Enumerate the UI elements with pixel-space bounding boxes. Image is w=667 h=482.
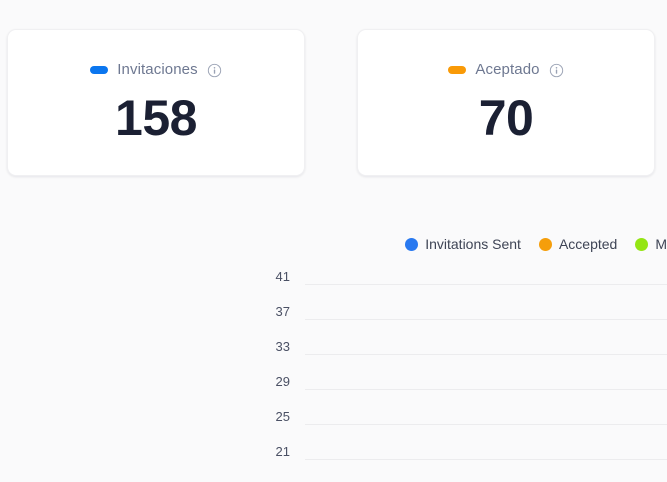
legend-item-third-clipped[interactable]: M <box>635 236 667 253</box>
legend-item-accepted[interactable]: Accepted <box>538 235 618 253</box>
info-icon[interactable] <box>207 63 222 78</box>
y-axis-tick-label: 29 <box>275 374 290 389</box>
blue-dot-icon <box>405 237 419 251</box>
y-axis-tick-label: 37 <box>275 304 290 319</box>
stat-card-invitaciones[interactable]: Invitaciones 158 <box>7 29 305 176</box>
chart-gridline-row: 21 <box>0 444 667 460</box>
gridline <box>305 284 667 285</box>
gridline <box>305 459 667 460</box>
blue-pill-marker <box>90 66 109 74</box>
y-axis-tick-label: 25 <box>275 409 290 424</box>
chart-block: Invitations Sent Accepted M 41 37 33 <box>0 205 667 482</box>
y-axis-tick-label: 21 <box>275 444 290 459</box>
chart-gridline-row: 25 <box>0 409 667 425</box>
stat-card-header: Invitaciones <box>90 60 221 80</box>
legend-item-label: Invitations Sent <box>425 235 521 252</box>
legend-item-invitations-sent[interactable]: Invitations Sent <box>405 236 521 253</box>
info-icon[interactable] <box>549 63 564 78</box>
gridline <box>305 424 667 425</box>
gridline <box>305 319 667 320</box>
legend-item-label: Accepted <box>558 235 618 252</box>
chart-gridline-row: 41 <box>0 269 667 285</box>
orange-pill-marker <box>448 66 467 74</box>
chart-plot-area: 41 37 33 29 25 21 <box>0 265 667 482</box>
y-axis-tick-label: 33 <box>275 339 290 354</box>
chart-gridline-row: 29 <box>0 374 667 390</box>
chart-gridline-row: 37 <box>0 304 667 320</box>
stat-card-aceptado[interactable]: Aceptado 70 <box>357 29 655 176</box>
stat-card-label: Aceptado <box>475 61 540 78</box>
stat-card-header: Aceptado <box>448 60 563 80</box>
green-dot-icon <box>635 237 649 251</box>
stat-card-value: 158 <box>115 90 197 146</box>
stat-card-value: 70 <box>478 90 534 146</box>
stat-card-label: Invitaciones <box>117 61 198 78</box>
gridline <box>305 389 667 390</box>
chart-gridline-row: 33 <box>0 339 667 355</box>
y-axis-tick-label: 41 <box>275 269 290 284</box>
legend-item-label: M <box>655 235 667 252</box>
gridline <box>305 354 667 355</box>
chart-legend: Invitations Sent Accepted M <box>0 232 667 256</box>
orange-dot-icon <box>538 237 552 251</box>
stat-cards-row: Invitaciones 158 Aceptado <box>7 29 667 176</box>
